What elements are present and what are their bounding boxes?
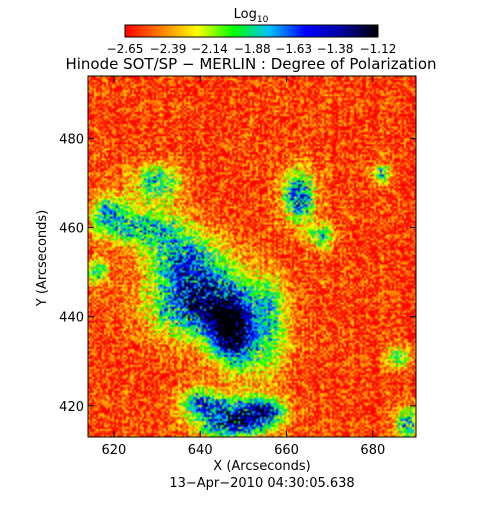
colorbar-tick-label: −1.63	[275, 42, 312, 56]
plot-frame	[87, 75, 417, 438]
colorbar-tick-label: −2.39	[150, 42, 187, 56]
colorbar-tick-label: −1.12	[360, 42, 397, 56]
y-axis: 420 440 460 480	[59, 132, 416, 415]
colorbar: Log10 −2.65 −2.39 −2.14 −1.88 −1.63 −1.38 −1.1…	[107, 7, 397, 56]
x-axis-label: X (Arcseconds)	[213, 459, 310, 474]
chart-title: Hinode SOT/SP − MERLIN : Degree of Polar…	[65, 55, 436, 73]
x-tick-label: 680	[360, 443, 385, 458]
colorbar-tick-label: −2.14	[191, 42, 228, 56]
y-tick-label: 460	[59, 222, 84, 237]
y-axis-label: Y (Arcseconds)	[35, 210, 50, 307]
colorbar-ticks: −2.65 −2.39 −2.14 −1.88 −1.63 −1.38 −1.12	[107, 42, 397, 56]
colorbar-tick-label: −2.65	[107, 42, 144, 56]
colorbar-title: Log10	[234, 7, 269, 25]
x-tick-label: 660	[274, 443, 299, 458]
colorbar-tick-label: −1.88	[234, 42, 271, 56]
x-tick-label: 640	[188, 443, 213, 458]
y-tick-label: 440	[59, 311, 84, 326]
colorbar-tick-label: −1.38	[317, 42, 354, 56]
colorbar-bar	[124, 24, 379, 38]
y-tick-label: 420	[59, 400, 84, 415]
y-tick-label: 480	[59, 132, 84, 147]
heatmap-image	[88, 76, 416, 437]
x-axis: 620 640 660 680	[101, 76, 385, 458]
timestamp: 13−Apr−2010 04:30:05.638	[169, 476, 354, 491]
x-tick-label: 620	[101, 443, 126, 458]
